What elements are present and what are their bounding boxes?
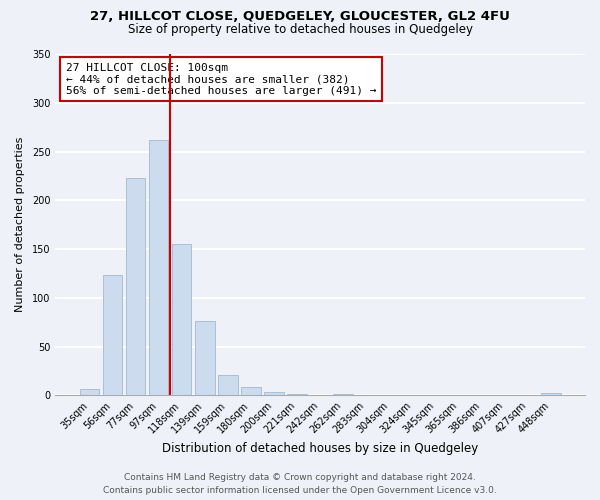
Text: Size of property relative to detached houses in Quedgeley: Size of property relative to detached ho…: [128, 22, 473, 36]
Bar: [172, 244, 191, 396]
Bar: [241, 386, 261, 396]
Bar: [287, 394, 307, 396]
Bar: [218, 375, 238, 396]
Bar: [195, 321, 215, 396]
Text: 27 HILLCOT CLOSE: 100sqm
← 44% of detached houses are smaller (382)
56% of semi-: 27 HILLCOT CLOSE: 100sqm ← 44% of detach…: [66, 62, 377, 96]
Bar: [80, 390, 99, 396]
Bar: [125, 178, 145, 396]
X-axis label: Distribution of detached houses by size in Quedgeley: Distribution of detached houses by size …: [162, 442, 478, 455]
Bar: [334, 394, 353, 396]
Text: Contains HM Land Registry data © Crown copyright and database right 2024.
Contai: Contains HM Land Registry data © Crown c…: [103, 473, 497, 495]
Bar: [103, 276, 122, 396]
Bar: [541, 394, 561, 396]
Bar: [264, 392, 284, 396]
Bar: [149, 140, 169, 396]
Y-axis label: Number of detached properties: Number of detached properties: [15, 137, 25, 312]
Text: 27, HILLCOT CLOSE, QUEDGELEY, GLOUCESTER, GL2 4FU: 27, HILLCOT CLOSE, QUEDGELEY, GLOUCESTER…: [90, 10, 510, 23]
